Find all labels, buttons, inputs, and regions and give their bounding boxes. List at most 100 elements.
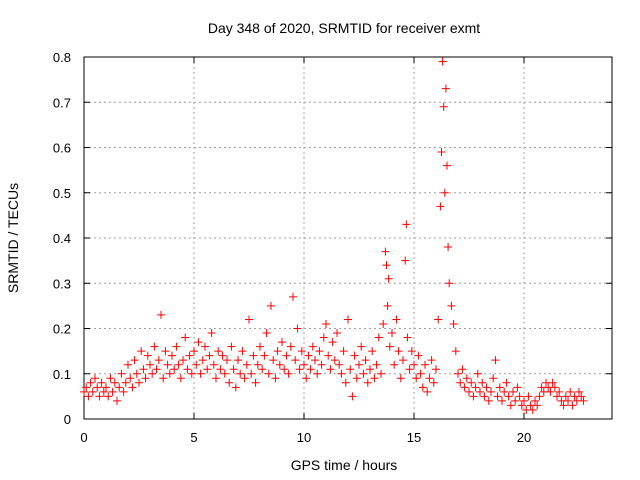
y-tick-label: 0.1 bbox=[53, 367, 71, 382]
data-point bbox=[108, 387, 117, 396]
data-point bbox=[130, 356, 139, 365]
data-point bbox=[207, 329, 216, 338]
data-point bbox=[306, 365, 315, 374]
data-point bbox=[141, 374, 150, 383]
data-point bbox=[480, 392, 489, 401]
data-point bbox=[247, 369, 256, 378]
data-point bbox=[80, 387, 88, 396]
data-point bbox=[236, 369, 245, 378]
data-point bbox=[196, 369, 205, 378]
data-point bbox=[170, 365, 179, 374]
data-point bbox=[377, 369, 385, 378]
data-point bbox=[238, 347, 247, 356]
data-point bbox=[405, 365, 414, 374]
data-point bbox=[245, 315, 253, 324]
data-point bbox=[209, 360, 218, 369]
data-point bbox=[372, 360, 381, 369]
data-point bbox=[482, 383, 491, 392]
y-tick-label: 0.5 bbox=[53, 186, 71, 201]
x-axis-label: GPS time / hours bbox=[291, 457, 398, 473]
data-point bbox=[484, 396, 493, 405]
data-point bbox=[553, 392, 561, 401]
data-point bbox=[495, 383, 504, 392]
x-tick-label: 5 bbox=[190, 430, 197, 445]
data-point bbox=[256, 342, 264, 351]
data-point bbox=[229, 365, 238, 374]
data-point bbox=[176, 374, 185, 383]
data-point bbox=[315, 347, 324, 356]
x-tick-label: 15 bbox=[407, 430, 421, 445]
data-point bbox=[396, 374, 405, 383]
data-point bbox=[117, 369, 126, 378]
chart-title: Day 348 of 2020, SRMTID for receiver exm… bbox=[208, 20, 480, 36]
data-point bbox=[275, 360, 284, 369]
data-point bbox=[163, 360, 172, 369]
data-point bbox=[511, 396, 520, 405]
data-point bbox=[434, 315, 443, 324]
data-point bbox=[476, 387, 484, 396]
y-tick-label: 0.7 bbox=[53, 95, 71, 110]
data-point bbox=[302, 374, 311, 383]
data-point bbox=[335, 360, 344, 369]
data-point bbox=[399, 356, 407, 365]
data-point bbox=[374, 333, 383, 342]
data-point bbox=[341, 378, 350, 387]
data-point bbox=[179, 356, 187, 365]
data-point bbox=[88, 387, 97, 396]
data-point bbox=[444, 243, 453, 252]
data-point bbox=[370, 374, 379, 383]
data-point bbox=[462, 374, 471, 383]
data-point bbox=[579, 396, 588, 405]
data-point bbox=[174, 360, 183, 369]
data-point bbox=[194, 338, 203, 347]
data-point bbox=[324, 351, 333, 360]
data-point bbox=[550, 383, 559, 392]
data-point bbox=[124, 360, 132, 369]
data-point bbox=[337, 369, 346, 378]
data-point bbox=[445, 279, 454, 288]
data-point bbox=[313, 369, 322, 378]
data-point bbox=[423, 387, 432, 396]
data-point bbox=[289, 292, 297, 301]
data-point bbox=[273, 347, 282, 356]
data-point bbox=[86, 378, 95, 387]
data-point bbox=[513, 383, 522, 392]
data-point bbox=[384, 274, 393, 283]
data-point bbox=[339, 347, 348, 356]
data-point bbox=[469, 392, 478, 401]
data-point bbox=[473, 369, 482, 378]
data-point bbox=[407, 347, 416, 356]
data-point bbox=[561, 392, 570, 401]
data-point bbox=[546, 387, 555, 396]
x-tick-label: 0 bbox=[80, 430, 87, 445]
data-point bbox=[99, 387, 108, 396]
data-point bbox=[440, 188, 449, 197]
data-point bbox=[168, 351, 176, 360]
data-point bbox=[421, 360, 429, 369]
data-point bbox=[491, 356, 500, 365]
data-point bbox=[559, 401, 568, 410]
data-point bbox=[106, 374, 115, 383]
data-point bbox=[183, 365, 192, 374]
data-point bbox=[214, 347, 223, 356]
data-point bbox=[451, 347, 460, 356]
data-point bbox=[515, 392, 524, 401]
data-point bbox=[425, 374, 434, 383]
data-point bbox=[381, 247, 390, 256]
data-point bbox=[110, 378, 119, 387]
data-points bbox=[80, 57, 588, 414]
data-point bbox=[286, 342, 295, 351]
data-point bbox=[150, 342, 159, 351]
data-point bbox=[148, 369, 157, 378]
data-point bbox=[517, 401, 526, 410]
data-point bbox=[330, 356, 339, 365]
data-point bbox=[437, 148, 446, 157]
data-point bbox=[97, 378, 106, 387]
data-point bbox=[388, 329, 396, 338]
data-point bbox=[172, 342, 181, 351]
data-point bbox=[91, 374, 99, 383]
data-point bbox=[577, 392, 586, 401]
data-point bbox=[392, 315, 401, 324]
data-point bbox=[128, 383, 137, 392]
data-point bbox=[319, 333, 328, 342]
